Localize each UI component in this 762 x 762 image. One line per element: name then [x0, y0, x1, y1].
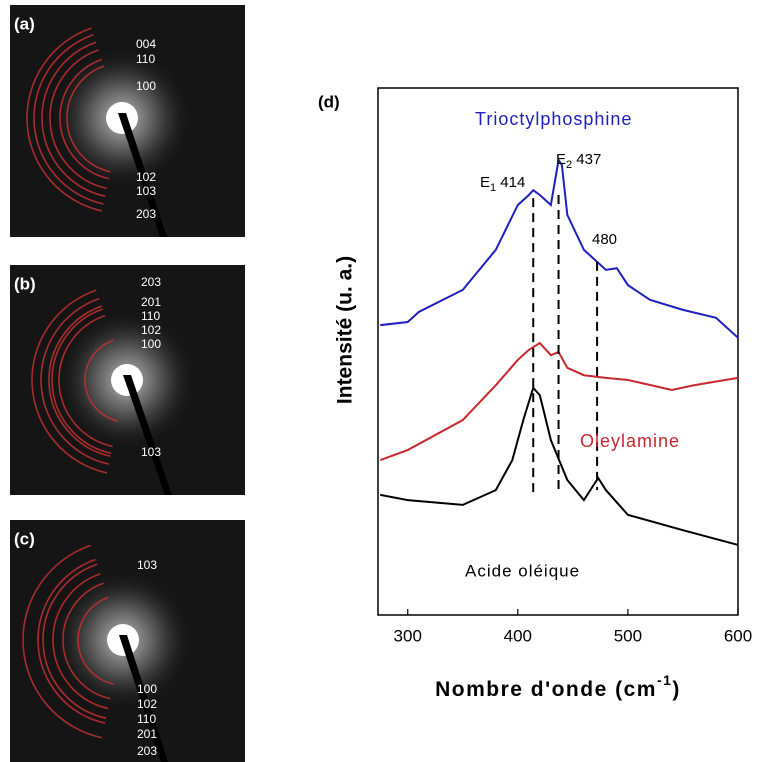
diffraction-ring	[41, 41, 106, 197]
ring-label: 103	[136, 184, 156, 198]
beam-stop	[119, 635, 168, 762]
x-tick-label: 500	[614, 626, 642, 645]
ring-label: 203	[137, 744, 157, 758]
ring-label: 201	[141, 295, 161, 309]
diffraction-ring	[66, 65, 111, 173]
diffraction-ring	[84, 339, 119, 422]
annotation-base: 480	[592, 231, 617, 248]
diffraction-ring	[42, 563, 107, 719]
ring-label: 103	[137, 558, 157, 572]
annotation-rest: 437	[572, 151, 601, 168]
panel-label: (a)	[14, 14, 35, 33]
ring-label: 203	[136, 207, 156, 221]
ring-label: 100	[136, 79, 156, 93]
diffraction-ring	[49, 49, 107, 190]
ring-label: 102	[136, 170, 156, 184]
diffraction-ring	[22, 544, 103, 739]
x-tick-label: 300	[394, 626, 422, 645]
diffraction-ring	[51, 308, 112, 455]
ring-label: 201	[137, 727, 157, 741]
diffraction-ring	[37, 558, 106, 724]
x-axis-label-text: Nombre d'onde (cm	[435, 678, 657, 701]
peak-annotation: 480	[592, 231, 617, 248]
x-axis-label-sup: -1	[657, 672, 672, 688]
diffraction-ring	[59, 58, 110, 180]
diffraction-ring	[40, 297, 110, 465]
panel-label: (b)	[14, 274, 36, 293]
ring-label: 110	[137, 712, 156, 726]
spectrum-line	[379, 341, 739, 462]
annotation-base: E	[480, 174, 490, 191]
ring-label: 110	[136, 52, 155, 66]
panel-label: (d)	[318, 92, 340, 111]
annotation-base: E	[556, 151, 566, 168]
ring-label: 102	[141, 323, 161, 337]
beam-stop	[123, 375, 172, 495]
diffraction-ring	[33, 33, 104, 205]
series-label: Trioctylphosphine	[475, 109, 632, 129]
series-label: Acide oléique	[465, 561, 580, 580]
ring-label: 004	[136, 37, 156, 51]
diffraction-ring	[62, 582, 111, 700]
diffraction-ring	[52, 573, 109, 710]
diffraction-ring	[77, 596, 114, 685]
ring-label: 103	[141, 445, 161, 459]
x-axis-label-end: )	[672, 678, 681, 701]
series-label: Oleylamine	[580, 431, 680, 451]
spectrum-line	[380, 385, 739, 546]
x-axis-label: Nombre d'onde (cm-1)	[435, 672, 681, 701]
panel-label: (c)	[14, 529, 35, 548]
annotation-rest: 414	[496, 174, 525, 191]
y-axis-label: Intensité (u. a.)	[334, 256, 357, 404]
spectrum-line	[380, 157, 739, 339]
ring-label: 100	[141, 337, 161, 351]
x-tick-label: 600	[724, 626, 752, 645]
ring-label: 102	[137, 697, 157, 711]
diffraction-ring	[58, 314, 113, 448]
diffraction-ring	[48, 305, 111, 458]
beam-stop	[118, 113, 167, 237]
plot-frame	[377, 87, 739, 616]
peak-annotation: E2 437	[556, 151, 601, 171]
annotation-sub: 2	[566, 159, 572, 171]
ring-label: 100	[137, 682, 157, 696]
x-tick-label: 400	[504, 626, 532, 645]
ring-label: 110	[141, 309, 160, 323]
annotation-sub: 1	[490, 182, 496, 194]
diffraction-ring	[31, 289, 108, 474]
ring-label: 203	[141, 275, 161, 289]
diffraction-ring	[26, 27, 103, 212]
peak-annotation: E1 414	[480, 174, 525, 194]
plot-area: 300 400 500 600 Trioctylphosphine Oleylamine A…	[377, 87, 752, 645]
